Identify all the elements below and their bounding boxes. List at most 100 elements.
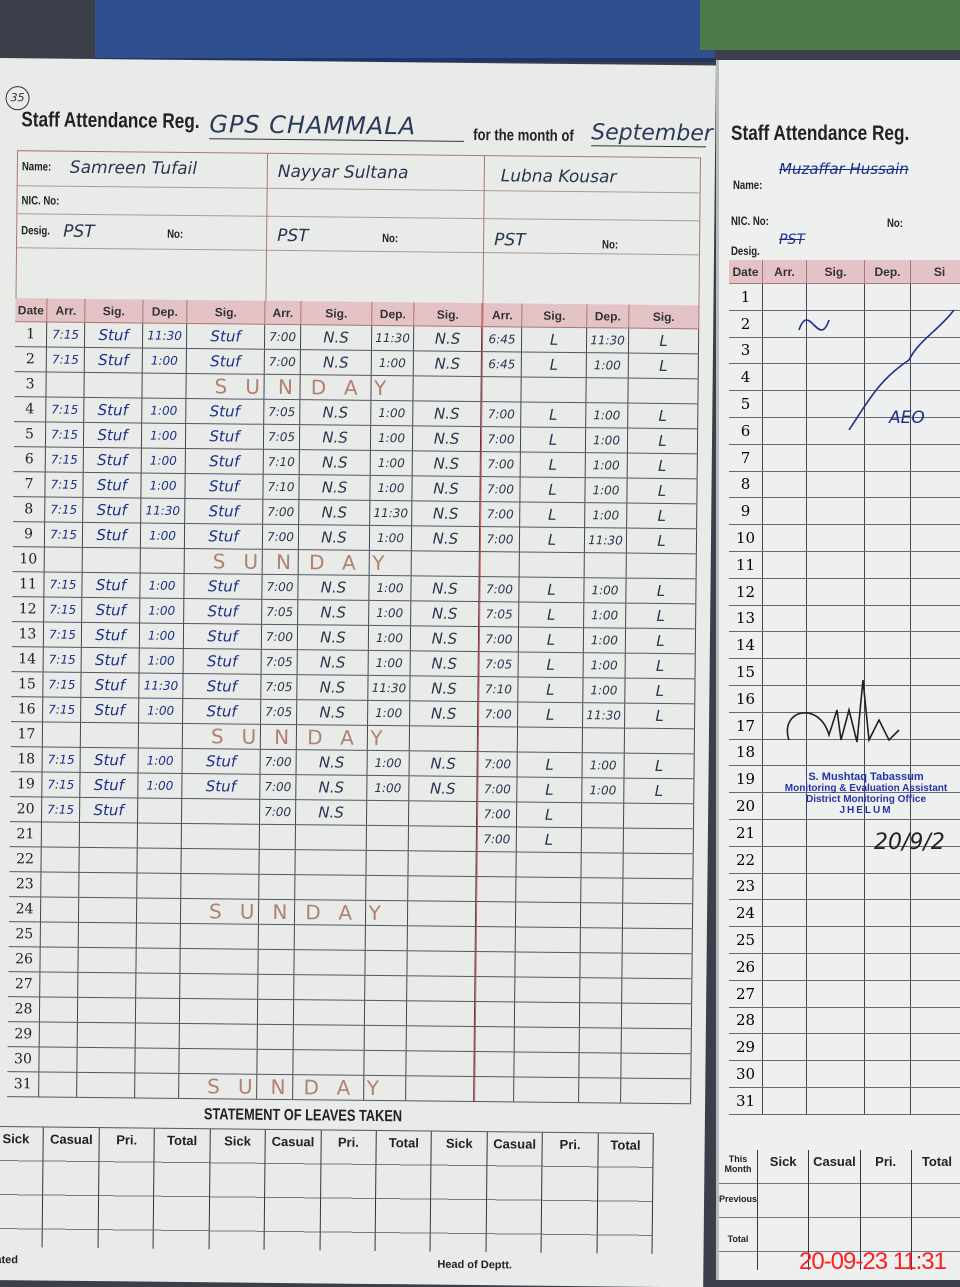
arrival-signature: L xyxy=(516,802,583,828)
arrival-signature: L xyxy=(519,602,585,628)
official-stamp: S. Mushtaq Tabassum Monitoring & Evaluat… xyxy=(781,772,951,817)
departure-time: 1:00 xyxy=(371,400,414,426)
empty-cell xyxy=(763,819,807,846)
departure-time xyxy=(366,875,409,901)
arrival-time: 7:00 xyxy=(480,452,521,477)
empty-cell xyxy=(807,578,865,605)
arrival-time xyxy=(259,824,296,850)
empty-cell xyxy=(865,498,911,525)
date-cell: 4 xyxy=(14,397,47,422)
departure-time: 1:00 xyxy=(139,648,184,673)
arrival-signature: N.S xyxy=(298,525,371,550)
arrival-time: 7:00 xyxy=(477,752,518,777)
book-cover-green xyxy=(700,0,960,50)
departure-signature xyxy=(626,553,697,579)
arrival-signature xyxy=(80,722,140,748)
empty-cell xyxy=(763,417,807,444)
empty-cell xyxy=(763,873,807,900)
departure-signature: Stuf xyxy=(186,323,266,349)
empty-cell xyxy=(911,606,960,632)
table-row: 3 xyxy=(729,337,960,365)
departure-time: 1:00 xyxy=(367,750,410,776)
departure-time: 1:00 xyxy=(370,425,414,451)
empty-cell xyxy=(865,284,911,310)
empty-cell xyxy=(807,284,865,310)
arrival-time: 7:15 xyxy=(45,472,84,497)
date-cell: 27 xyxy=(8,972,41,997)
arrival-signature: Stuf xyxy=(81,672,140,698)
arrival-time: 7:00 xyxy=(476,827,517,852)
empty-cell xyxy=(911,1008,960,1034)
attendance-table: Date Arr. Sig. Dep. Si 1 2 3 4 5 6 7 8 9 10 11 12 13 14 15 1… xyxy=(729,260,960,1115)
empty-cell xyxy=(865,1034,911,1061)
empty-cell xyxy=(763,1087,807,1114)
staff-name: Lubna Kousar xyxy=(500,166,617,188)
arrival-time xyxy=(44,547,83,572)
departure-time: 11:30 xyxy=(370,500,413,526)
arrival-time xyxy=(257,1049,294,1075)
departure-signature xyxy=(406,1026,475,1052)
column-header: Sig. xyxy=(629,304,700,329)
empty-cell xyxy=(911,445,960,471)
departure-signature xyxy=(622,903,694,929)
stamp-city: JHELUM xyxy=(839,805,893,816)
officer-signature-icon xyxy=(786,680,900,743)
departure-signature xyxy=(624,728,696,754)
arrival-time: 7:10 xyxy=(478,677,519,702)
departure-signature: N.S xyxy=(411,601,480,627)
arrival-signature xyxy=(514,1002,581,1028)
departure-time xyxy=(135,1073,180,1098)
arrival-signature xyxy=(82,547,141,573)
arrival-time: 7:00 xyxy=(481,402,522,427)
column-header: Arr. xyxy=(47,298,86,322)
departure-time: 1:00 xyxy=(585,453,628,478)
arrival-signature: Stuf xyxy=(81,697,140,723)
empty-cell xyxy=(911,1088,960,1114)
departure-signature: N.S xyxy=(412,426,482,452)
departure-time: 1:00 xyxy=(370,450,413,476)
departure-time: 1:00 xyxy=(141,473,186,498)
empty-cell xyxy=(763,927,807,953)
date-cell: 21 xyxy=(9,822,42,847)
arrival-time xyxy=(39,1022,78,1047)
departure-signature xyxy=(179,1023,258,1049)
empty-cell xyxy=(763,659,807,685)
departure-time: 1:00 xyxy=(582,778,625,803)
arrival-signature: Stuf xyxy=(83,447,142,473)
arrival-signature xyxy=(514,1027,580,1053)
empty-cell xyxy=(807,391,865,417)
arrival-signature: L xyxy=(519,577,585,603)
arrival-signature: N.S xyxy=(299,500,371,525)
stamp-office: District Monitoring Office xyxy=(806,794,926,805)
arrival-time xyxy=(41,847,80,872)
arrival-time: 7:05 xyxy=(261,674,298,700)
departure-signature: N.S xyxy=(410,701,479,727)
table-row: 22 xyxy=(729,846,960,874)
arrival-time xyxy=(475,977,516,1002)
arrival-signature xyxy=(77,1047,136,1073)
empty-cell xyxy=(865,417,911,444)
column-header: Dep. xyxy=(865,260,911,283)
departure-signature xyxy=(180,973,259,999)
empty-cell xyxy=(807,846,865,873)
departure-signature xyxy=(179,998,259,1024)
empty-cell xyxy=(763,1061,807,1087)
table-row: 5 xyxy=(729,391,960,418)
leaves-title: STATEMENT OF LEAVES TAKEN xyxy=(203,1106,403,1126)
leave-row-label: This Month xyxy=(724,1154,752,1174)
arrival-time: 7:15 xyxy=(46,322,86,347)
arrival-signature xyxy=(295,875,367,900)
departure-signature: Stuf xyxy=(186,398,265,424)
empty-cell xyxy=(807,659,865,685)
empty-cell xyxy=(865,712,911,739)
empty-cell xyxy=(807,364,865,391)
empty-cell xyxy=(807,980,865,1007)
staff-desig: PST xyxy=(277,225,309,247)
empty-cell xyxy=(763,1034,807,1061)
departure-signature: Stuf xyxy=(185,498,264,524)
arrival-signature xyxy=(79,822,138,848)
departure-signature: L xyxy=(625,678,696,704)
empty-cell xyxy=(865,900,911,927)
empty-cell xyxy=(865,1087,911,1114)
departure-signature: Stuf xyxy=(184,573,263,599)
